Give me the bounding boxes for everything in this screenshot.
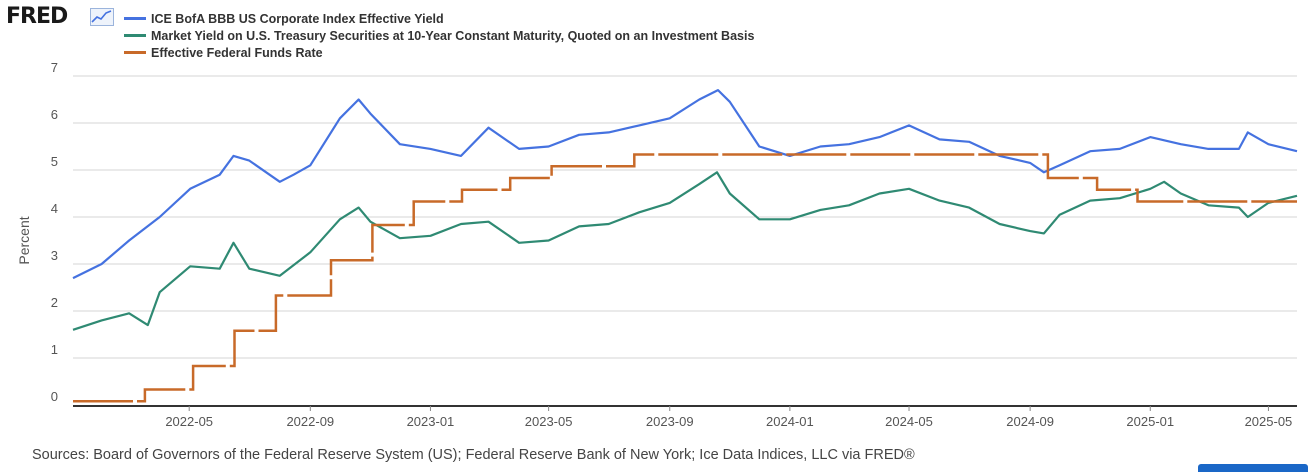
- series-line-treasury-10y: [72, 171, 1298, 331]
- fred-logo[interactable]: FRED: [6, 4, 68, 29]
- sparkline-chart-icon: [90, 8, 114, 26]
- x-tick-label: 2023-01: [407, 414, 455, 429]
- x-tick-label: 2022-05: [165, 414, 213, 429]
- legend-item[interactable]: Market Yield on U.S. Treasury Securities…: [124, 27, 754, 44]
- y-tick-label: 7: [51, 62, 58, 75]
- y-tick-label: 0: [51, 389, 58, 404]
- header: FRED ICE BofA BBB US Corporate Index Eff…: [0, 0, 1312, 66]
- legend-item[interactable]: Effective Federal Funds Rate: [124, 44, 754, 61]
- legend-label: Market Yield on U.S. Treasury Securities…: [151, 28, 755, 43]
- line-chart: 0 1 2 3 4 5 6 7 Percent 2022-05 2022-09 2023-01 2023…: [16, 60, 1298, 429]
- edit-graph-button[interactable]: [1198, 464, 1308, 472]
- y-tick-label: 2: [51, 295, 58, 310]
- chart-legend: ICE BofA BBB US Corporate Index Effectiv…: [124, 10, 754, 61]
- y-axis-title: Percent: [16, 216, 32, 264]
- x-tick-label: 2023-05: [525, 414, 573, 429]
- series-line-bbb-yield: [72, 89, 1298, 280]
- x-tick-label: 2024-09: [1006, 414, 1054, 429]
- y-tick-label: 1: [51, 342, 58, 357]
- legend-label: ICE BofA BBB US Corporate Index Effectiv…: [151, 11, 444, 26]
- y-tick-label: 5: [51, 154, 58, 169]
- x-tick-label: 2024-01: [766, 414, 814, 429]
- y-tick-label: 6: [51, 107, 58, 122]
- x-tick-label: 2024-05: [885, 414, 933, 429]
- legend-swatch: [124, 51, 146, 54]
- legend-label: Effective Federal Funds Rate: [151, 45, 323, 60]
- x-tick-label: 2025-01: [1126, 414, 1174, 429]
- y-tick-label: 3: [51, 248, 58, 263]
- series-line-effective-fed-funds: [73, 153, 1297, 403]
- sources-note: Sources: Board of Governors of the Feder…: [32, 447, 915, 463]
- legend-swatch: [124, 17, 146, 20]
- chart-area: 0 1 2 3 4 5 6 7 Percent 2022-05 2022-09 2023-01 2023…: [0, 60, 1312, 440]
- x-tick-label: 2022-09: [286, 414, 334, 429]
- y-tick-label: 4: [51, 201, 58, 216]
- x-tick-label: 2023-09: [646, 414, 694, 429]
- legend-swatch: [124, 34, 146, 37]
- x-tick-label: 2025-05: [1245, 414, 1293, 429]
- legend-item[interactable]: ICE BofA BBB US Corporate Index Effectiv…: [124, 10, 754, 27]
